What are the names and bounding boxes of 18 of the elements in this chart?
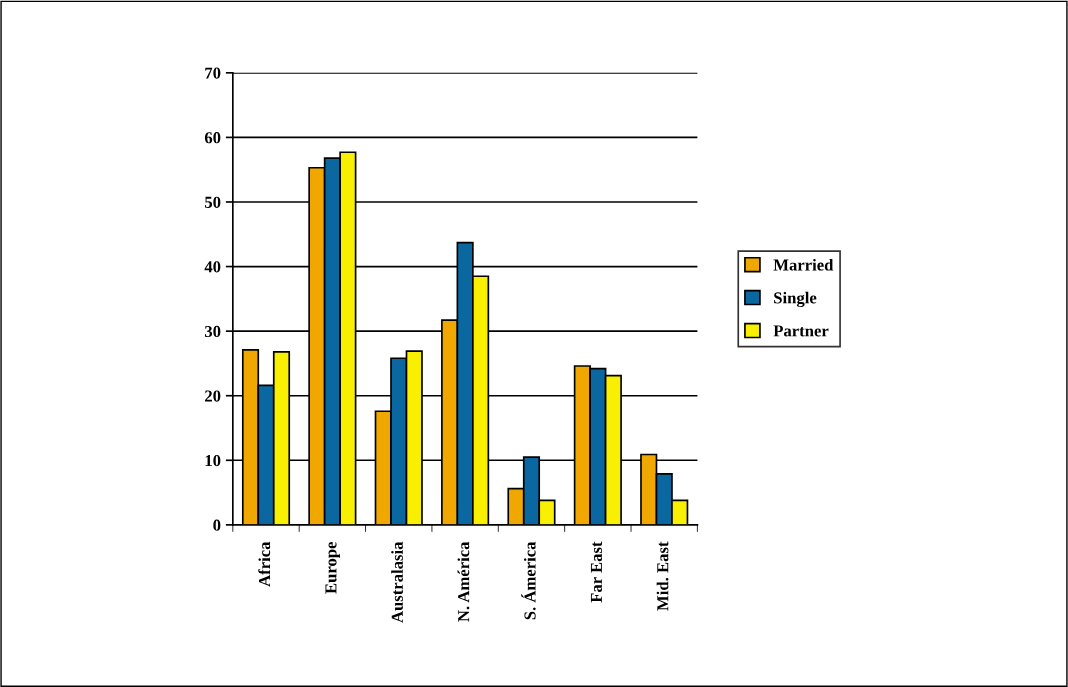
y-tick-label: 60 xyxy=(204,132,221,144)
y-tick-label: 70 xyxy=(205,67,221,79)
x-tick-label: Africa xyxy=(258,541,271,587)
x-tick-label: Australasia xyxy=(391,541,403,623)
legend-label: Single xyxy=(774,291,817,308)
x-tick-label: N. América xyxy=(457,541,470,622)
y-tick-label: 50 xyxy=(205,196,221,208)
y-tick-label: 10 xyxy=(205,454,221,467)
y-tick-label: 40 xyxy=(204,261,221,273)
legend-label: Partner xyxy=(773,325,829,337)
y-tick-label: 20 xyxy=(205,390,221,402)
x-tick-label: Far East xyxy=(590,541,603,603)
y-tick-label: 30 xyxy=(204,325,221,338)
y-tick-label: 0 xyxy=(213,519,221,531)
legend-label: Married xyxy=(773,258,834,271)
x-tick-label: Mid. East xyxy=(656,541,669,611)
x-tick-label: Europe xyxy=(325,541,340,594)
x-tick-label: S. Ámerica xyxy=(521,541,536,620)
